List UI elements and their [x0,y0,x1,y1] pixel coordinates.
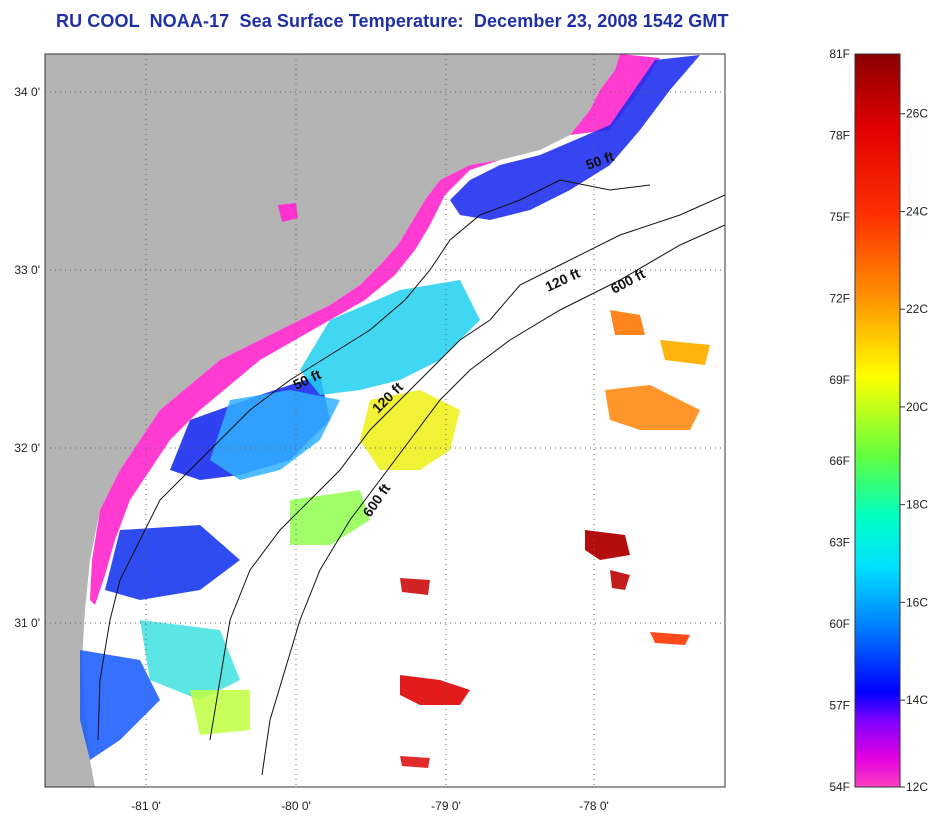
colorbar-celsius-label: 24C [906,204,928,218]
sst-green-strip [190,690,250,735]
colorbar-fahrenheit-label: 66F [829,454,850,468]
graticule [45,54,725,787]
colorbar-celsius-label: 26C [906,107,928,121]
lat-tick-label: 33 0' [14,263,40,277]
sst-magenta-islet [278,203,298,222]
lat-tick-label: 32 0' [14,441,40,455]
colorbar-fahrenheit-label: 63F [829,536,850,550]
sst-cyan-band [300,280,480,395]
colorbar-celsius-label: 22C [906,302,928,316]
sst-red-patch-2 [585,530,630,560]
sst-orange-patch-1 [605,385,700,430]
contour-120ft [209,194,725,741]
colorbar-celsius-label: 16C [906,595,928,609]
map-frame [44,53,726,788]
lat-tick-label: 34 0' [14,85,40,99]
colorbar-fahrenheit-label: 75F [829,210,850,224]
sst-red-patch-6 [400,756,430,768]
sst-red-patch-3 [610,570,630,590]
sst-orange-patch-3 [660,340,710,365]
colorbar-fahrenheit-label: 78F [829,128,850,142]
colorbar-celsius-label: 12C [906,780,928,794]
sst-cold-band [90,54,660,605]
colorbar [854,53,901,788]
colorbar-celsius-labels: 26C 24C 22C 20C 18C 16C 14C 12C [900,107,928,794]
land-area [45,54,620,787]
sst-orange-patch-2 [610,310,645,335]
sst-blue-patch-south [105,525,240,600]
contour-50ft [97,179,651,741]
contour-600ft [261,224,725,776]
colorbar-celsius-label: 20C [906,400,928,414]
lon-tick-label: -80 0' [281,799,311,813]
colorbar-fahrenheit-label: 57F [829,699,850,713]
colorbar-fahrenheit-label: 81F [829,47,850,61]
colorbar-fahrenheit-labels: 81F 78F 75F 72F 69F 66F 63F 60F 57F 54F [829,47,850,794]
sst-yellow-patch [360,390,460,470]
colorbar-celsius-label: 14C [906,693,928,707]
sst-red-patch-1 [400,675,470,705]
lon-tick-label: -79 0' [431,799,461,813]
sst-red-patch-4 [400,578,430,595]
colorbar-celsius-label: 18C [906,498,928,512]
lon-tick-label: -78 0' [579,799,609,813]
colorbar-fahrenheit-label: 60F [829,617,850,631]
sst-red-patch-5 [650,632,690,645]
lon-tick-label: -81 0' [131,799,161,813]
sst-cyan-strip-south [140,620,240,700]
colorbar-fahrenheit-label: 69F [829,373,850,387]
map-title: RU COOL NOAA-17 Sea Surface Temperature:… [56,11,729,31]
sst-blue-band [450,55,700,220]
colorbar-fahrenheit-label: 72F [829,291,850,305]
colorbar-fahrenheit-label: 54F [829,780,850,794]
sst-green-patch [290,490,370,545]
lat-tick-label: 31 0' [14,616,40,630]
sst-cyan-patch [210,390,340,480]
